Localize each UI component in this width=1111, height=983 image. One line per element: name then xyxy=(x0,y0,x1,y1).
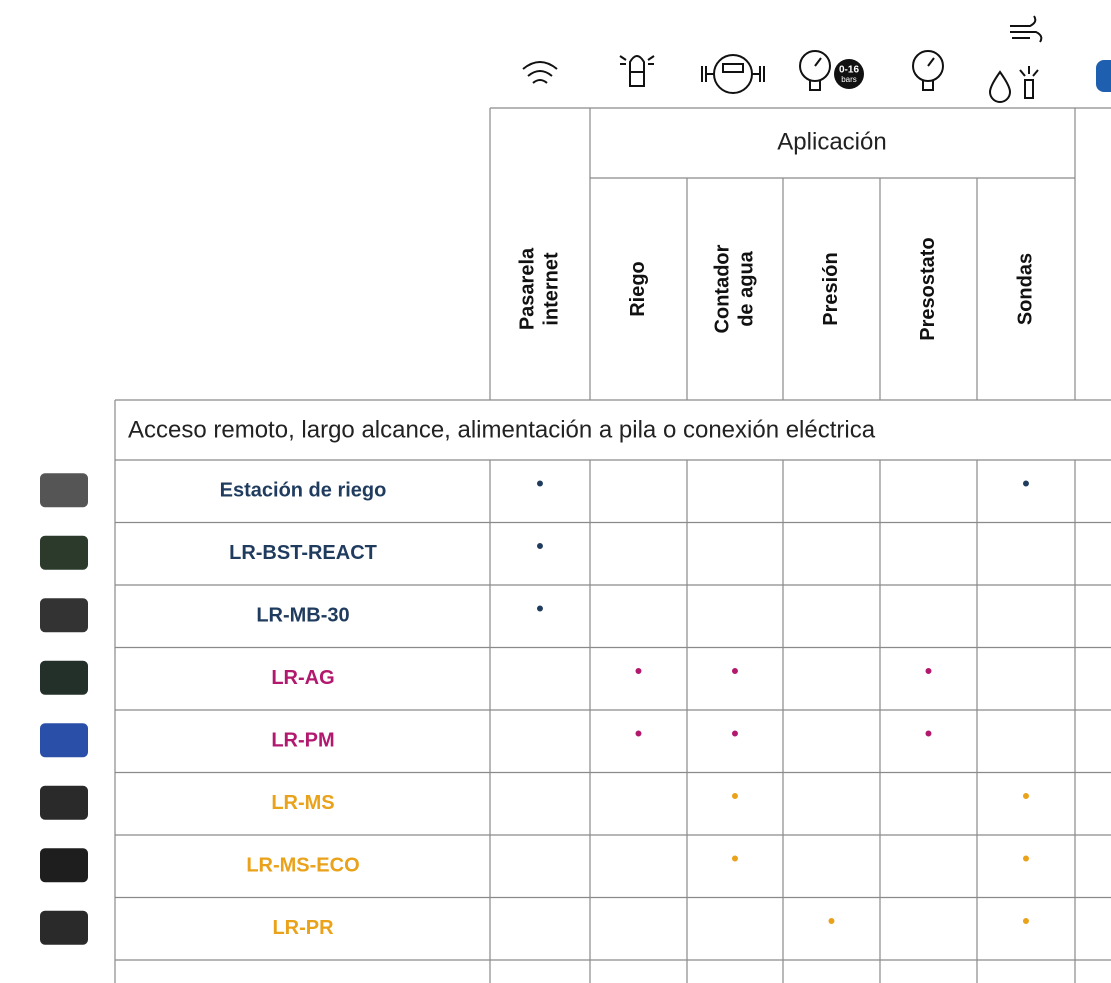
dot: • xyxy=(635,659,643,684)
product-name: Estación de riego xyxy=(220,480,387,502)
product-image xyxy=(40,535,88,570)
dot: • xyxy=(731,659,739,684)
product-name: LR-PM xyxy=(271,730,334,752)
table: Aplicación Acceso remoto, largo alcance,… xyxy=(40,107,1111,983)
dot: • xyxy=(731,846,739,871)
column-header: de agua xyxy=(735,250,757,326)
pressure-switch-icon xyxy=(912,50,944,91)
dot: • xyxy=(731,784,739,809)
product-image xyxy=(40,910,88,945)
column-header: Presión xyxy=(820,252,842,325)
section-title: Acceso remoto, largo alcance, alimentaci… xyxy=(128,416,876,443)
probe-icon xyxy=(988,15,1043,103)
sprinkler-icon xyxy=(619,55,655,87)
range-badge xyxy=(834,59,864,89)
range-label: 0-16 xyxy=(839,65,859,76)
dot: • xyxy=(731,721,739,746)
product-name: LR-MB-30 xyxy=(256,605,349,627)
product-image xyxy=(40,848,88,883)
product-image xyxy=(40,660,88,695)
dot: • xyxy=(536,596,544,621)
dot: • xyxy=(828,909,836,934)
water-meter-icon xyxy=(701,54,765,94)
dot: • xyxy=(1022,471,1030,496)
dot: • xyxy=(925,659,933,684)
product-image xyxy=(40,598,88,633)
dot: • xyxy=(925,721,933,746)
column-header: Presostato xyxy=(917,237,939,340)
column-header: Pasarela xyxy=(516,247,538,330)
group-header: Aplicación xyxy=(777,128,886,155)
column-header: internet xyxy=(540,252,562,326)
icons: 0-16 bars xyxy=(522,15,1111,103)
dot: • xyxy=(1022,909,1030,934)
dot: • xyxy=(1022,846,1030,871)
pressure-range-icon: 0-16 bars xyxy=(799,50,864,91)
product-name: LR-MS-ECO xyxy=(246,855,359,877)
product-name: LR-BST-REACT xyxy=(229,542,377,564)
blue-icon xyxy=(1096,60,1111,92)
product-image xyxy=(40,785,88,820)
unit-label: bars xyxy=(841,75,857,84)
column-header: Sondas xyxy=(1014,253,1036,325)
dot: • xyxy=(1022,784,1030,809)
column-header: Contador xyxy=(711,244,733,333)
product-image xyxy=(40,473,88,508)
column-header: Riego xyxy=(627,261,649,317)
product-name: LR-PR xyxy=(272,917,334,939)
product-image xyxy=(40,723,88,758)
product-name: LR-MS xyxy=(271,792,334,814)
dot: • xyxy=(536,534,544,559)
dot: • xyxy=(536,471,544,496)
dot: • xyxy=(635,721,643,746)
product-name: LR-AG xyxy=(271,667,334,689)
wifi-icon xyxy=(522,61,558,84)
